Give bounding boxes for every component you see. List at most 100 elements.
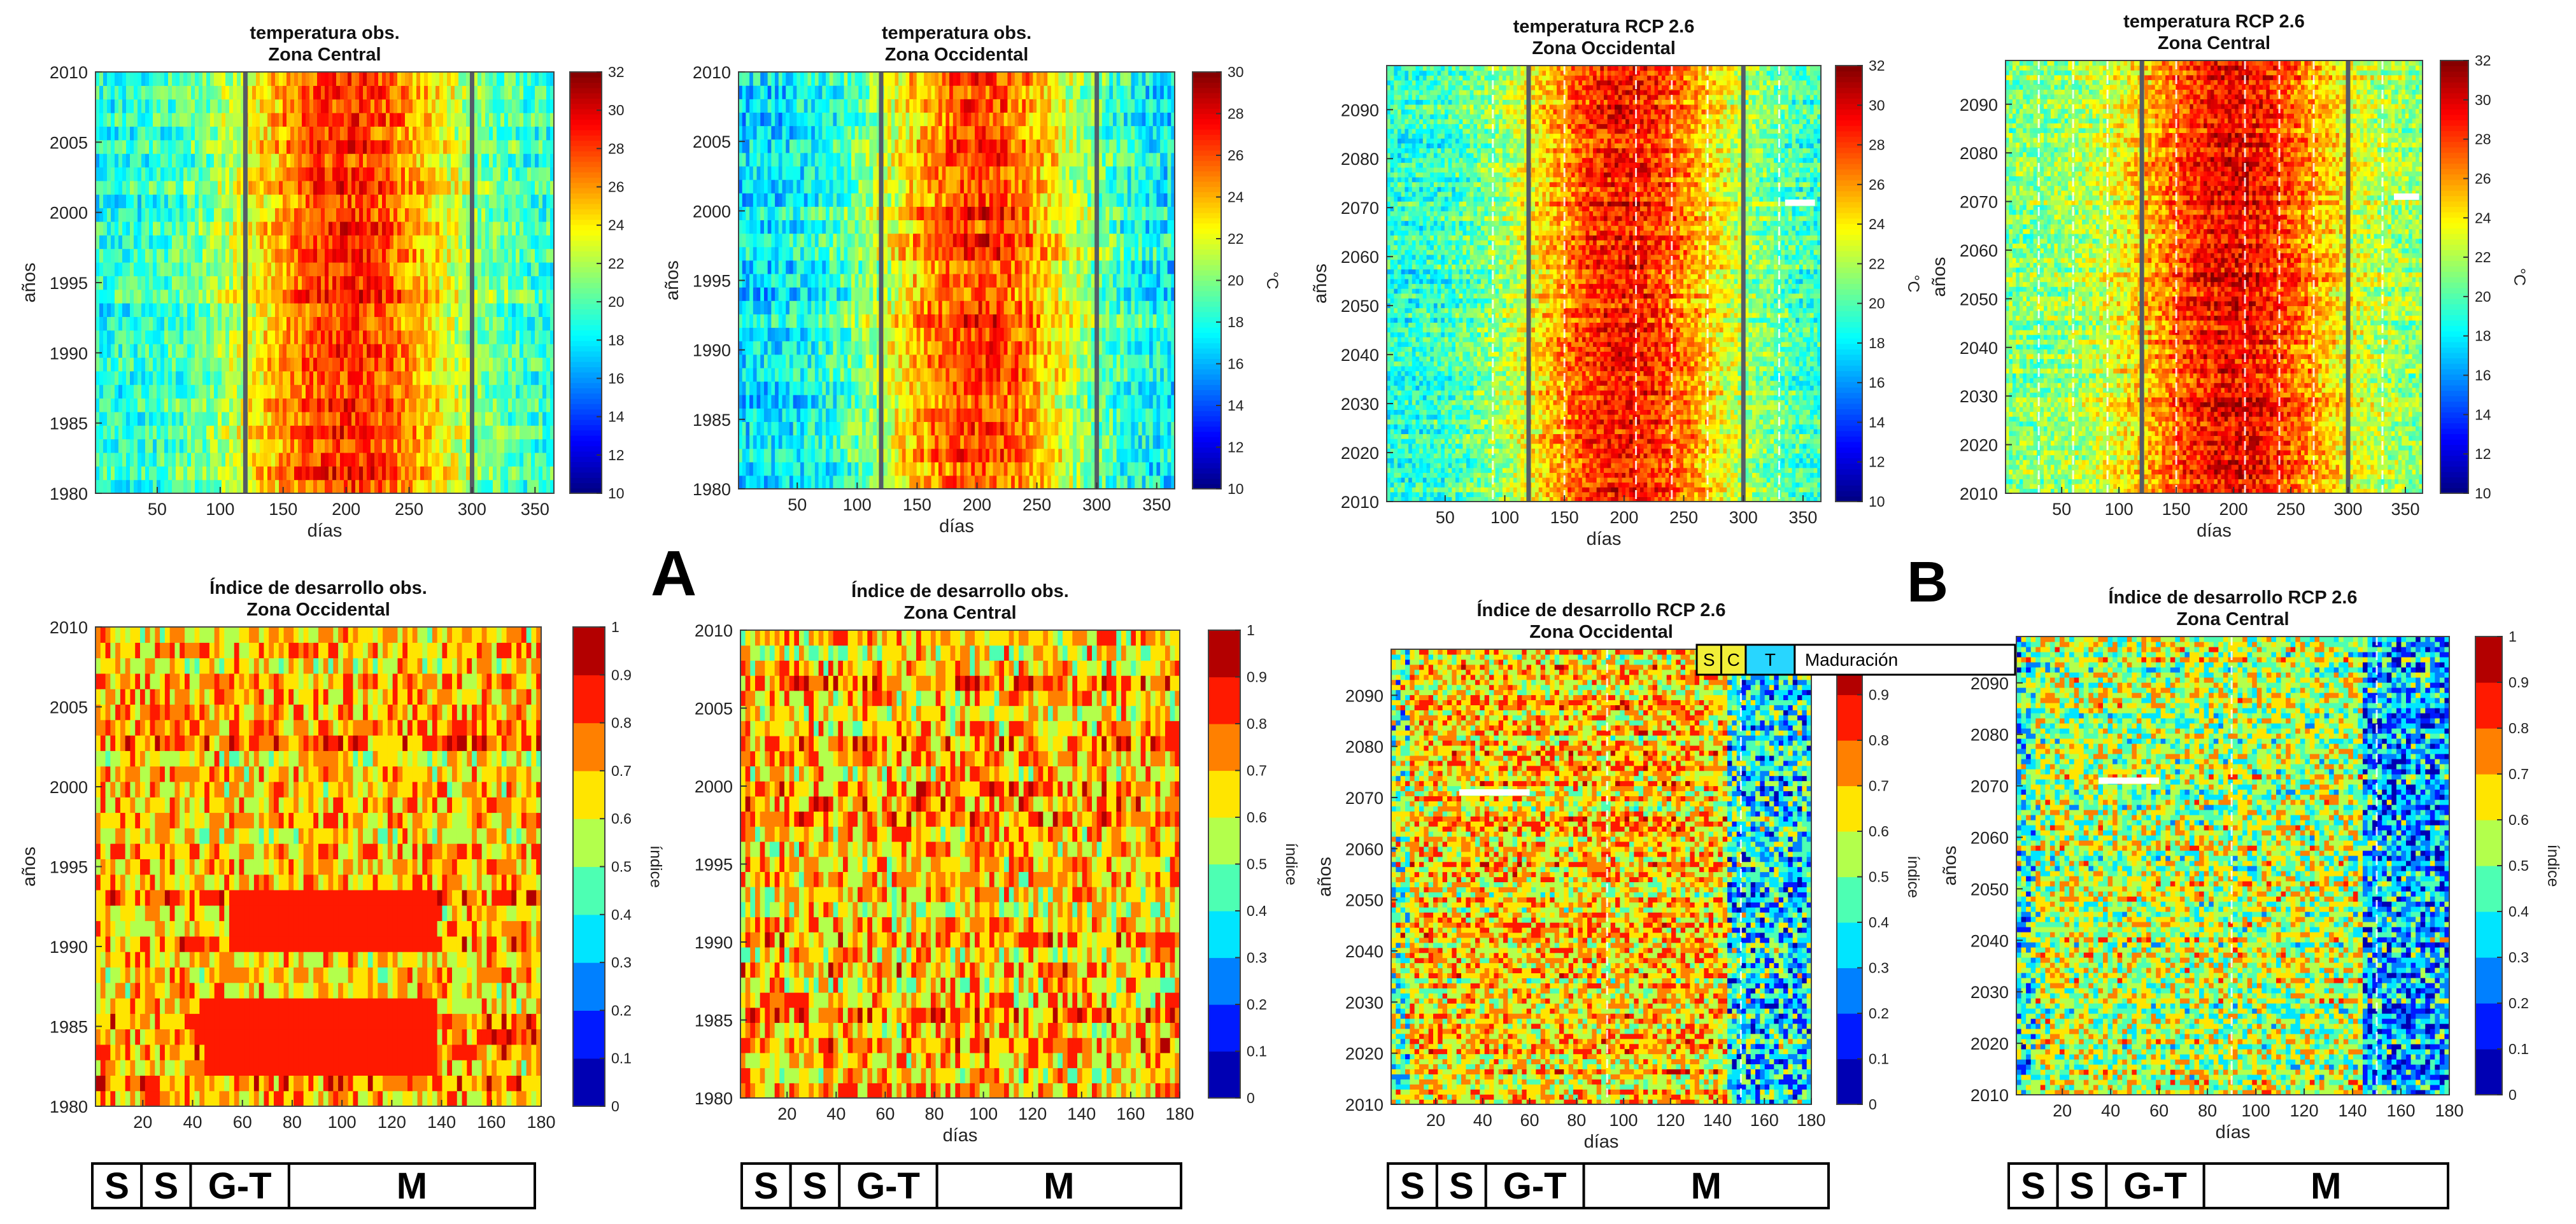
- x-tick-label: 50: [1436, 508, 1455, 527]
- colorbar-tick-label: 14: [608, 409, 625, 425]
- colorbar-tick-label: 28: [1228, 106, 1244, 122]
- y-tick-label: 2090: [1345, 686, 1384, 705]
- y-tick-label: 2030: [1345, 993, 1384, 1012]
- y-tick-label: 1980: [693, 480, 731, 499]
- colorbar-tick-label: 0.4: [1869, 914, 1889, 931]
- colorbar-tick-label: 12: [608, 447, 625, 463]
- x-tick-label: 200: [1610, 508, 1638, 527]
- colorbar-tick-label: 0.3: [1869, 960, 1889, 976]
- chart-subtitle: Zona Occidental: [246, 600, 390, 620]
- chart-subtitle: Zona Occidental: [1532, 38, 1676, 59]
- colorbar-tick-label: 18: [608, 332, 625, 348]
- x-tick-label: 160: [1750, 1111, 1779, 1130]
- heatmap-cells: [2006, 60, 2423, 494]
- y-tick-label: 2020: [1960, 436, 1998, 455]
- x-tick-label: 40: [183, 1113, 202, 1132]
- x-tick-label: 60: [875, 1104, 895, 1123]
- x-tick-label: 250: [2277, 500, 2305, 519]
- x-tick-label: 80: [925, 1104, 944, 1123]
- colorbar-tick-label: 0.3: [611, 954, 632, 971]
- colorbar: 10 12 14 16 18 20 22 24 26 28 30 °C: [1192, 64, 1281, 497]
- x-tick-label: 100: [2242, 1101, 2270, 1120]
- stage-bar-label: G-T: [2123, 1165, 2187, 1207]
- x-tick-label: 50: [148, 500, 167, 519]
- y-tick-label: 2060: [1971, 829, 2009, 848]
- chart-title: Índice de desarrollo obs.: [851, 580, 1069, 601]
- colorbar-tick-label: 1: [2509, 628, 2517, 645]
- colorbar-tick-label: 0.8: [611, 715, 632, 731]
- chart-title: Índice de desarrollo RCP 2.6: [2108, 586, 2357, 608]
- y-tick-label: 2010: [1341, 493, 1379, 512]
- colorbar-tick-label: 0.1: [611, 1050, 632, 1067]
- colorbar-tick-label: 14: [1869, 414, 1885, 430]
- x-tick-label: 180: [2435, 1101, 2463, 1120]
- colorbar-tick-label: 0.9: [1869, 687, 1889, 703]
- x-tick-label: 120: [1656, 1111, 1685, 1130]
- x-tick-label: 150: [903, 495, 931, 514]
- colorbar-tick-label: 18: [2475, 328, 2491, 344]
- stage-bar-label: M: [2311, 1165, 2341, 1207]
- colorbar-tick-label: 28: [2475, 131, 2491, 148]
- x-tick-label: 200: [2219, 500, 2248, 519]
- x-tick-label: 100: [969, 1104, 998, 1123]
- y-axis-label: años: [1940, 846, 1960, 886]
- stage-bar: S S G-T M: [2007, 1162, 2450, 1209]
- x-tick-label: 20: [2053, 1101, 2072, 1120]
- x-axis-label: días: [308, 521, 343, 541]
- colorbar-tick-label: 0.4: [2509, 903, 2529, 920]
- colorbar: 0 0.1 0.2 0.3 0.4 0.5 0.6 0.7 0.8 0.9 1 índice: [2475, 628, 2562, 1103]
- stage-bar: S S G-T M: [740, 1162, 1182, 1209]
- colorbar-tick-label: 0.9: [2509, 674, 2529, 691]
- panel-letter-b: B: [1907, 551, 1948, 614]
- x-tick-label: 80: [1567, 1111, 1586, 1130]
- colorbar-tick-label: 10: [608, 485, 625, 502]
- y-tick-label: 2000: [693, 202, 731, 221]
- colorbar-tick-label: 0: [1247, 1090, 1255, 1106]
- chart-subtitle: Zona Central: [2158, 33, 2270, 53]
- colorbar-tick-label: 26: [1228, 147, 1244, 164]
- heatmap-cells: [739, 72, 1175, 489]
- x-tick-label: 200: [332, 500, 360, 519]
- y-tick-label: 1990: [695, 933, 733, 952]
- x-tick-label: 50: [788, 495, 807, 514]
- colorbar-label: °C: [1904, 274, 1922, 292]
- colorbar-tick-label: 0.6: [1869, 823, 1889, 840]
- colorbar-tick-label: 30: [2475, 92, 2491, 108]
- colorbar-tick-label: 0.9: [611, 666, 632, 683]
- x-tick-label: 100: [843, 495, 872, 514]
- y-tick-label: 2020: [1341, 444, 1379, 463]
- y-tick-label: 1995: [50, 274, 88, 293]
- y-tick-label: 2040: [1341, 346, 1379, 365]
- colorbar-tick-label: 0.2: [1247, 996, 1267, 1013]
- x-axis-label: días: [2216, 1122, 2251, 1143]
- y-axis-label: años: [662, 260, 683, 300]
- colorbar-tick-label: 16: [2475, 367, 2491, 384]
- colorbar-tick-label: 32: [2475, 52, 2491, 69]
- y-tick-label: 2005: [695, 700, 733, 719]
- stage-legend-label: S: [1703, 650, 1715, 670]
- y-tick-label: 2060: [1341, 248, 1379, 267]
- colorbar-tick-label: 0.4: [611, 906, 632, 923]
- colorbar-tick-label: 20: [1228, 272, 1244, 289]
- x-tick-label: 160: [2386, 1101, 2415, 1120]
- stage-bar: S S G-T M: [1387, 1162, 1830, 1209]
- colorbar-tick-label: 0.1: [2509, 1041, 2529, 1057]
- x-tick-label: 200: [963, 495, 991, 514]
- y-tick-label: 2005: [50, 133, 88, 152]
- colorbar-tick-label: 0.6: [611, 810, 632, 827]
- colorbar-tick-label: 0.8: [2509, 720, 2529, 736]
- stage-bar-label: M: [1044, 1165, 1074, 1207]
- colorbar-tick-label: 10: [1228, 481, 1244, 497]
- x-tick-label: 350: [1142, 495, 1171, 514]
- y-tick-label: 1985: [50, 414, 88, 433]
- x-tick-label: 20: [133, 1113, 152, 1132]
- y-tick-label: 2070: [1345, 789, 1384, 808]
- y-tick-label: 2050: [1341, 297, 1379, 316]
- colorbar-tick-label: 0.7: [1247, 763, 1267, 779]
- y-tick-label: 2050: [1345, 891, 1384, 910]
- colorbar-tick-label: 22: [608, 255, 625, 272]
- y-tick-label: 2000: [50, 204, 88, 223]
- stage-bar-label: S: [1400, 1165, 1425, 1207]
- y-tick-label: 1980: [50, 484, 88, 503]
- stage-legend: S C T Maduración: [1695, 644, 2016, 676]
